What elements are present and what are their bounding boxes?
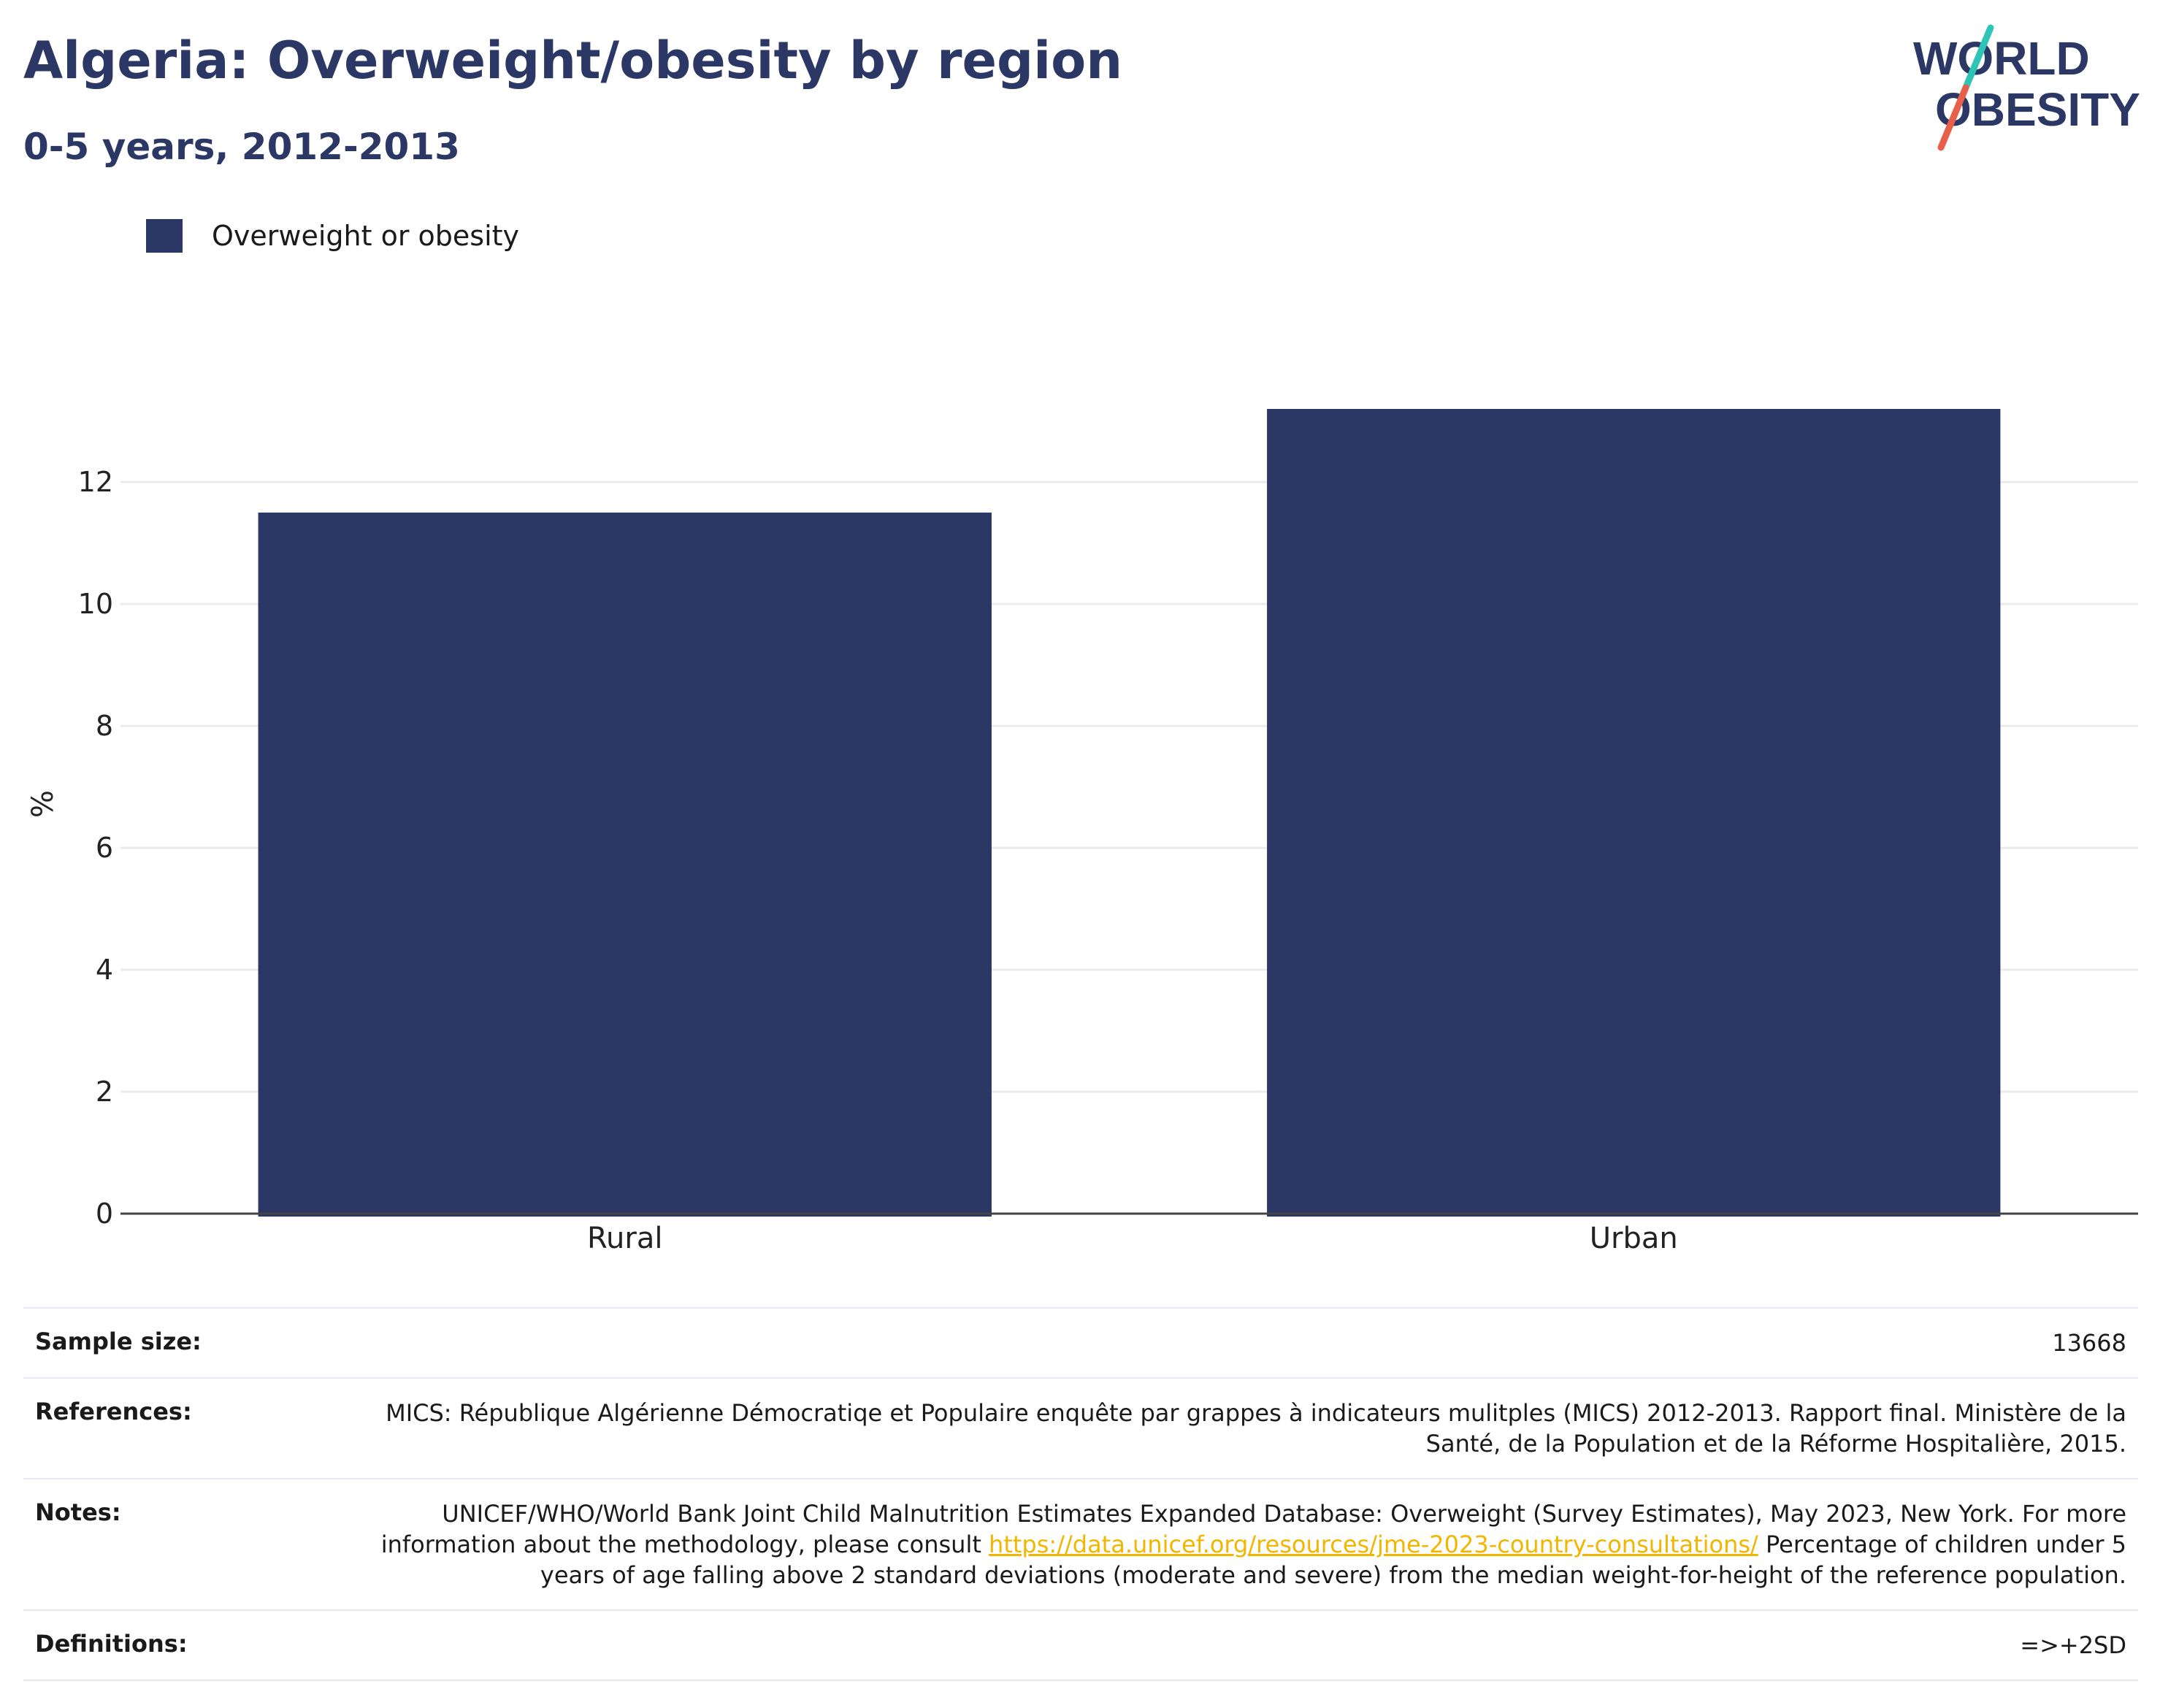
notes-text-before: UNICEF/WHO/World Bank Joint Child Malnut… <box>380 1500 2126 1558</box>
notes-row: Notes: UNICEF/WHO/World Bank Joint Child… <box>23 1478 2138 1609</box>
chart-title: Algeria: Overweight/obesity by region <box>23 31 1123 91</box>
sample-size-value: 13668 <box>2052 1329 2126 1357</box>
y-tick-label: 2 <box>96 1076 113 1108</box>
references-value: MICS: République Algérienne Démocratiqe … <box>386 1399 2126 1458</box>
y-tick-label: 0 <box>96 1198 113 1230</box>
y-tick-label: 6 <box>96 832 113 864</box>
y-tick-label: 4 <box>96 954 113 986</box>
definitions-row: Definitions: =>+2SD <box>23 1609 2138 1681</box>
legend-label-overweight: Overweight or obesity <box>212 220 520 252</box>
world-obesity-logo: WORLD OBESITY <box>1913 24 2140 151</box>
y-tick-label: 8 <box>96 710 113 742</box>
definitions-label: Definitions: <box>35 1630 188 1658</box>
y-tick-label: 12 <box>78 466 113 498</box>
notes-text-after: Percentage of children under 5 years of … <box>540 1531 2126 1589</box>
x-tick-label: Urban <box>1590 1222 1678 1255</box>
sample-size-label: Sample size: <box>35 1328 202 1355</box>
references-label: References: <box>35 1398 192 1425</box>
notes-link[interactable]: https://data.unicef.org/resources/jme-20… <box>989 1531 1758 1558</box>
chart-legend: Overweight or obesity <box>146 219 519 253</box>
y-axis-title: % <box>26 790 60 818</box>
sample-size-row: Sample size: 13668 <box>23 1307 2138 1377</box>
metadata-table: Sample size: 13668 References: MICS: Rép… <box>23 1307 2138 1681</box>
bar-chart: 0 2 4 6 8 10 12% Rural Urban <box>26 409 2138 1255</box>
notes-label: Notes: <box>35 1498 121 1526</box>
definitions-value: =>+2SD <box>2020 1631 2126 1659</box>
references-row: References: MICS: République Algérienne … <box>23 1377 2138 1478</box>
logo-word-obesity: OBESITY <box>1935 83 2140 136</box>
bar-urban <box>1267 409 2001 1217</box>
logo-word-world: WORLD <box>1913 32 2090 85</box>
notes-value: UNICEF/WHO/World Bank Joint Child Malnut… <box>330 1498 2126 1590</box>
x-tick-label: Rural <box>587 1222 662 1255</box>
bar-rural <box>258 512 992 1217</box>
legend-swatch-overweight <box>146 219 183 253</box>
chart-subtitle: 0-5 years, 2012-2013 <box>23 126 460 168</box>
y-tick-label: 10 <box>78 588 113 620</box>
